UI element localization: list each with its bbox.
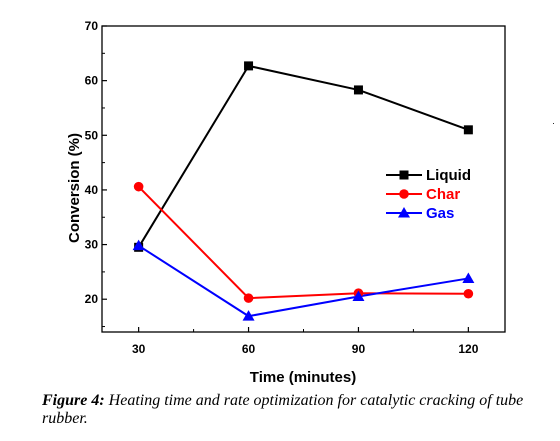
legend-label-gas: Gas bbox=[426, 205, 454, 222]
caption-text: Heating time and rate optimization for c… bbox=[42, 392, 524, 427]
y-axis-title: Conversion (%) bbox=[66, 133, 83, 243]
series-layer bbox=[132, 61, 475, 321]
x-tick-label: 120 bbox=[458, 342, 478, 356]
data-point-gas bbox=[462, 272, 475, 283]
series-line-gas bbox=[138, 244, 469, 318]
data-point-liquid bbox=[244, 61, 254, 71]
data-point-liquid bbox=[353, 85, 363, 95]
figure-caption: Figure 4: Heating time and rate optimiza… bbox=[42, 392, 552, 428]
x-tick-label: 30 bbox=[132, 342, 146, 356]
x-tick-label: 90 bbox=[352, 342, 366, 356]
legend-marker-char bbox=[399, 189, 409, 199]
data-point-char bbox=[243, 293, 254, 303]
data-point-char bbox=[133, 181, 144, 192]
axes-layer: 20 30 40 50 60 70 30 60 90 120 bbox=[85, 19, 506, 356]
caption-label: Figure 4: bbox=[42, 392, 105, 409]
y-tick-label: 50 bbox=[85, 128, 99, 142]
y-tick-label: 30 bbox=[85, 238, 99, 252]
legend: Liquid Char Gas bbox=[386, 167, 471, 222]
data-point-gas bbox=[352, 290, 365, 301]
y-tick-label: 20 bbox=[85, 292, 99, 306]
legend-label-liquid: Liquid bbox=[426, 167, 471, 184]
stray-mark: · bbox=[552, 118, 555, 128]
data-point-char bbox=[463, 288, 474, 299]
x-axis-title: Time (minutes) bbox=[250, 369, 356, 386]
line-chart: 20 30 40 50 60 70 30 60 90 120 Liquid Char Gas Time… bbox=[66, 19, 506, 386]
data-point-gas bbox=[132, 239, 145, 251]
legend-marker-gas bbox=[398, 207, 410, 218]
legend-label-char: Char bbox=[426, 186, 460, 203]
data-point-liquid bbox=[463, 125, 473, 135]
x-tick-label: 60 bbox=[242, 342, 256, 356]
data-point-gas bbox=[242, 310, 255, 321]
y-tick-label: 60 bbox=[85, 74, 99, 88]
series-line-liquid bbox=[137, 64, 469, 248]
y-tick-label: 40 bbox=[85, 183, 99, 197]
legend-marker-liquid bbox=[399, 170, 409, 180]
series-line-char bbox=[137, 185, 469, 300]
y-tick-label: 70 bbox=[85, 19, 99, 33]
